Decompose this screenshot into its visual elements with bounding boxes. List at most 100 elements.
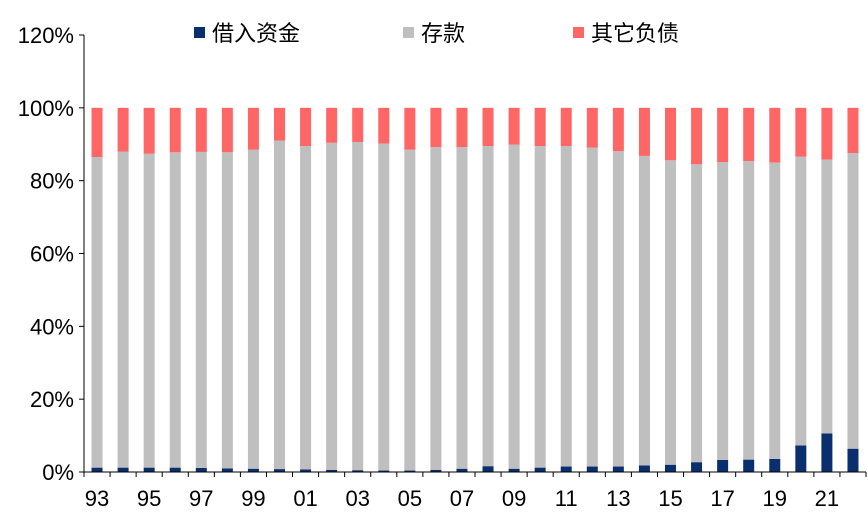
bar-segment-deposits-10: [534, 146, 546, 468]
bar-segment-borrowed-funds-05: [404, 470, 416, 472]
bar-segment-deposits-02: [326, 142, 338, 470]
legend-label: 借入资金: [212, 22, 300, 47]
bar-segment-other-liabilities-02: [326, 107, 338, 143]
bar-segment-deposits-06: [430, 147, 442, 470]
y-tick-label: 120%: [18, 23, 74, 48]
bar-segment-borrowed-funds-16: [691, 462, 703, 472]
bar-segment-borrowed-funds-21: [821, 433, 833, 472]
bar-segment-deposits-95: [143, 153, 155, 468]
bar-stack-02: [326, 107, 338, 472]
bar-segment-deposits-09: [508, 144, 520, 469]
bar-segment-other-liabilities-22: [847, 107, 859, 153]
x-tick-label: 03: [345, 486, 369, 511]
bar-segment-borrowed-funds-19: [769, 458, 781, 472]
bar-stack-19: [769, 107, 781, 472]
x-tick-label: 99: [241, 486, 265, 511]
bar-segment-deposits-19: [769, 162, 781, 459]
bar-segment-other-liabilities-11: [560, 107, 572, 147]
bar-segment-deposits-16: [691, 164, 703, 463]
x-tick-label: 15: [658, 486, 682, 511]
x-tick-label: 11: [555, 486, 578, 511]
bar-segment-deposits-97: [195, 151, 207, 468]
bar-segment-other-liabilities-12: [586, 107, 598, 148]
bar-stack-18: [743, 107, 755, 472]
bar-segment-borrowed-funds-11: [560, 466, 572, 472]
bar-segment-other-liabilities-00: [274, 107, 285, 141]
bar-segment-borrowed-funds-94: [117, 467, 129, 472]
bar-stack-13: [612, 107, 624, 472]
bar-segment-borrowed-funds-14: [638, 465, 650, 472]
bar-segment-deposits-05: [404, 149, 416, 471]
bar-segment-other-liabilities-14: [638, 107, 650, 156]
bar-segment-other-liabilities-04: [378, 107, 390, 144]
bar-segment-deposits-20: [795, 156, 807, 446]
bar-segment-borrowed-funds-09: [508, 468, 520, 472]
bar-stack-07: [456, 107, 468, 472]
legend-swatch: [403, 27, 414, 38]
bar-segment-borrowed-funds-08: [482, 466, 494, 472]
bar-segment-borrowed-funds-03: [352, 470, 364, 472]
bar-segment-borrowed-funds-01: [300, 469, 312, 472]
bar-segment-other-liabilities-07: [456, 107, 468, 148]
bar-segment-other-liabilities-17: [717, 107, 729, 163]
bar-segment-deposits-11: [560, 146, 572, 467]
bar-segment-borrowed-funds-20: [795, 445, 807, 472]
bar-segment-borrowed-funds-15: [665, 464, 676, 472]
bar-segment-deposits-98: [221, 152, 233, 469]
bar-segment-borrowed-funds-06: [430, 469, 442, 472]
x-tick-label: 09: [502, 486, 526, 511]
bar-segment-other-liabilities-20: [795, 107, 807, 157]
bar-stack-00: [274, 107, 285, 472]
y-tick-label: 60%: [30, 242, 74, 267]
bar-segment-deposits-96: [169, 152, 181, 468]
legend-item-other-liabilities: 其它负债: [573, 22, 679, 47]
bar-stack-95: [143, 107, 155, 472]
bar-stack-16: [691, 107, 703, 472]
bar-segment-deposits-17: [717, 162, 729, 460]
bar-segment-other-liabilities-95: [143, 107, 155, 154]
bar-segment-other-liabilities-98: [221, 107, 233, 153]
bar-stack-17: [717, 107, 729, 472]
bar-segment-other-liabilities-19: [769, 107, 781, 163]
bar-stack-06: [430, 107, 442, 472]
bar-segment-borrowed-funds-99: [247, 468, 259, 472]
bar-stack-09: [508, 107, 520, 472]
bar-segment-borrowed-funds-07: [456, 468, 468, 472]
bar-segment-other-liabilities-09: [508, 107, 520, 145]
bar-stack-10: [534, 107, 546, 472]
bar-segment-borrowed-funds-00: [274, 469, 285, 472]
bar-stack-22: [847, 107, 859, 472]
bar-segment-deposits-15: [665, 160, 676, 465]
bar-segment-deposits-01: [300, 146, 312, 470]
x-tick-label: 93: [85, 486, 109, 511]
bar-stack-08: [482, 107, 494, 472]
bar-stack-04: [378, 107, 390, 472]
bar-segment-borrowed-funds-95: [143, 467, 155, 472]
bar-segment-borrowed-funds-96: [169, 467, 181, 472]
bar-segment-borrowed-funds-97: [195, 467, 207, 472]
axes-layer: 0% 20% 40% 60% 80% 100% 120% 93 95 97 99 01 03 05 07 09…: [18, 23, 867, 511]
bar-segment-other-liabilities-05: [404, 107, 416, 150]
bar-segment-deposits-00: [274, 140, 285, 470]
bar-segment-other-liabilities-21: [821, 107, 833, 160]
bar-stack-93: [91, 107, 103, 472]
bar-segment-deposits-07: [456, 147, 468, 469]
legend-swatch: [194, 27, 205, 38]
bar-segment-deposits-99: [247, 149, 259, 469]
bar-segment-other-liabilities-03: [352, 107, 364, 143]
bar-segment-other-liabilities-97: [195, 107, 207, 152]
bar-segment-other-liabilities-18: [743, 107, 755, 161]
bar-stack-99: [247, 107, 259, 472]
bar-segment-deposits-03: [352, 142, 364, 471]
bar-segment-other-liabilities-96: [169, 107, 181, 153]
bar-stack-01: [300, 107, 312, 472]
x-tick-label: 97: [189, 486, 213, 511]
bar-segment-deposits-13: [612, 151, 624, 467]
bar-segment-borrowed-funds-17: [717, 459, 729, 472]
bar-segment-deposits-12: [586, 147, 598, 467]
bar-segment-deposits-94: [117, 151, 129, 468]
bar-segment-other-liabilities-08: [482, 107, 494, 147]
bar-stack-98: [221, 107, 233, 472]
bar-segment-other-liabilities-13: [612, 107, 624, 152]
